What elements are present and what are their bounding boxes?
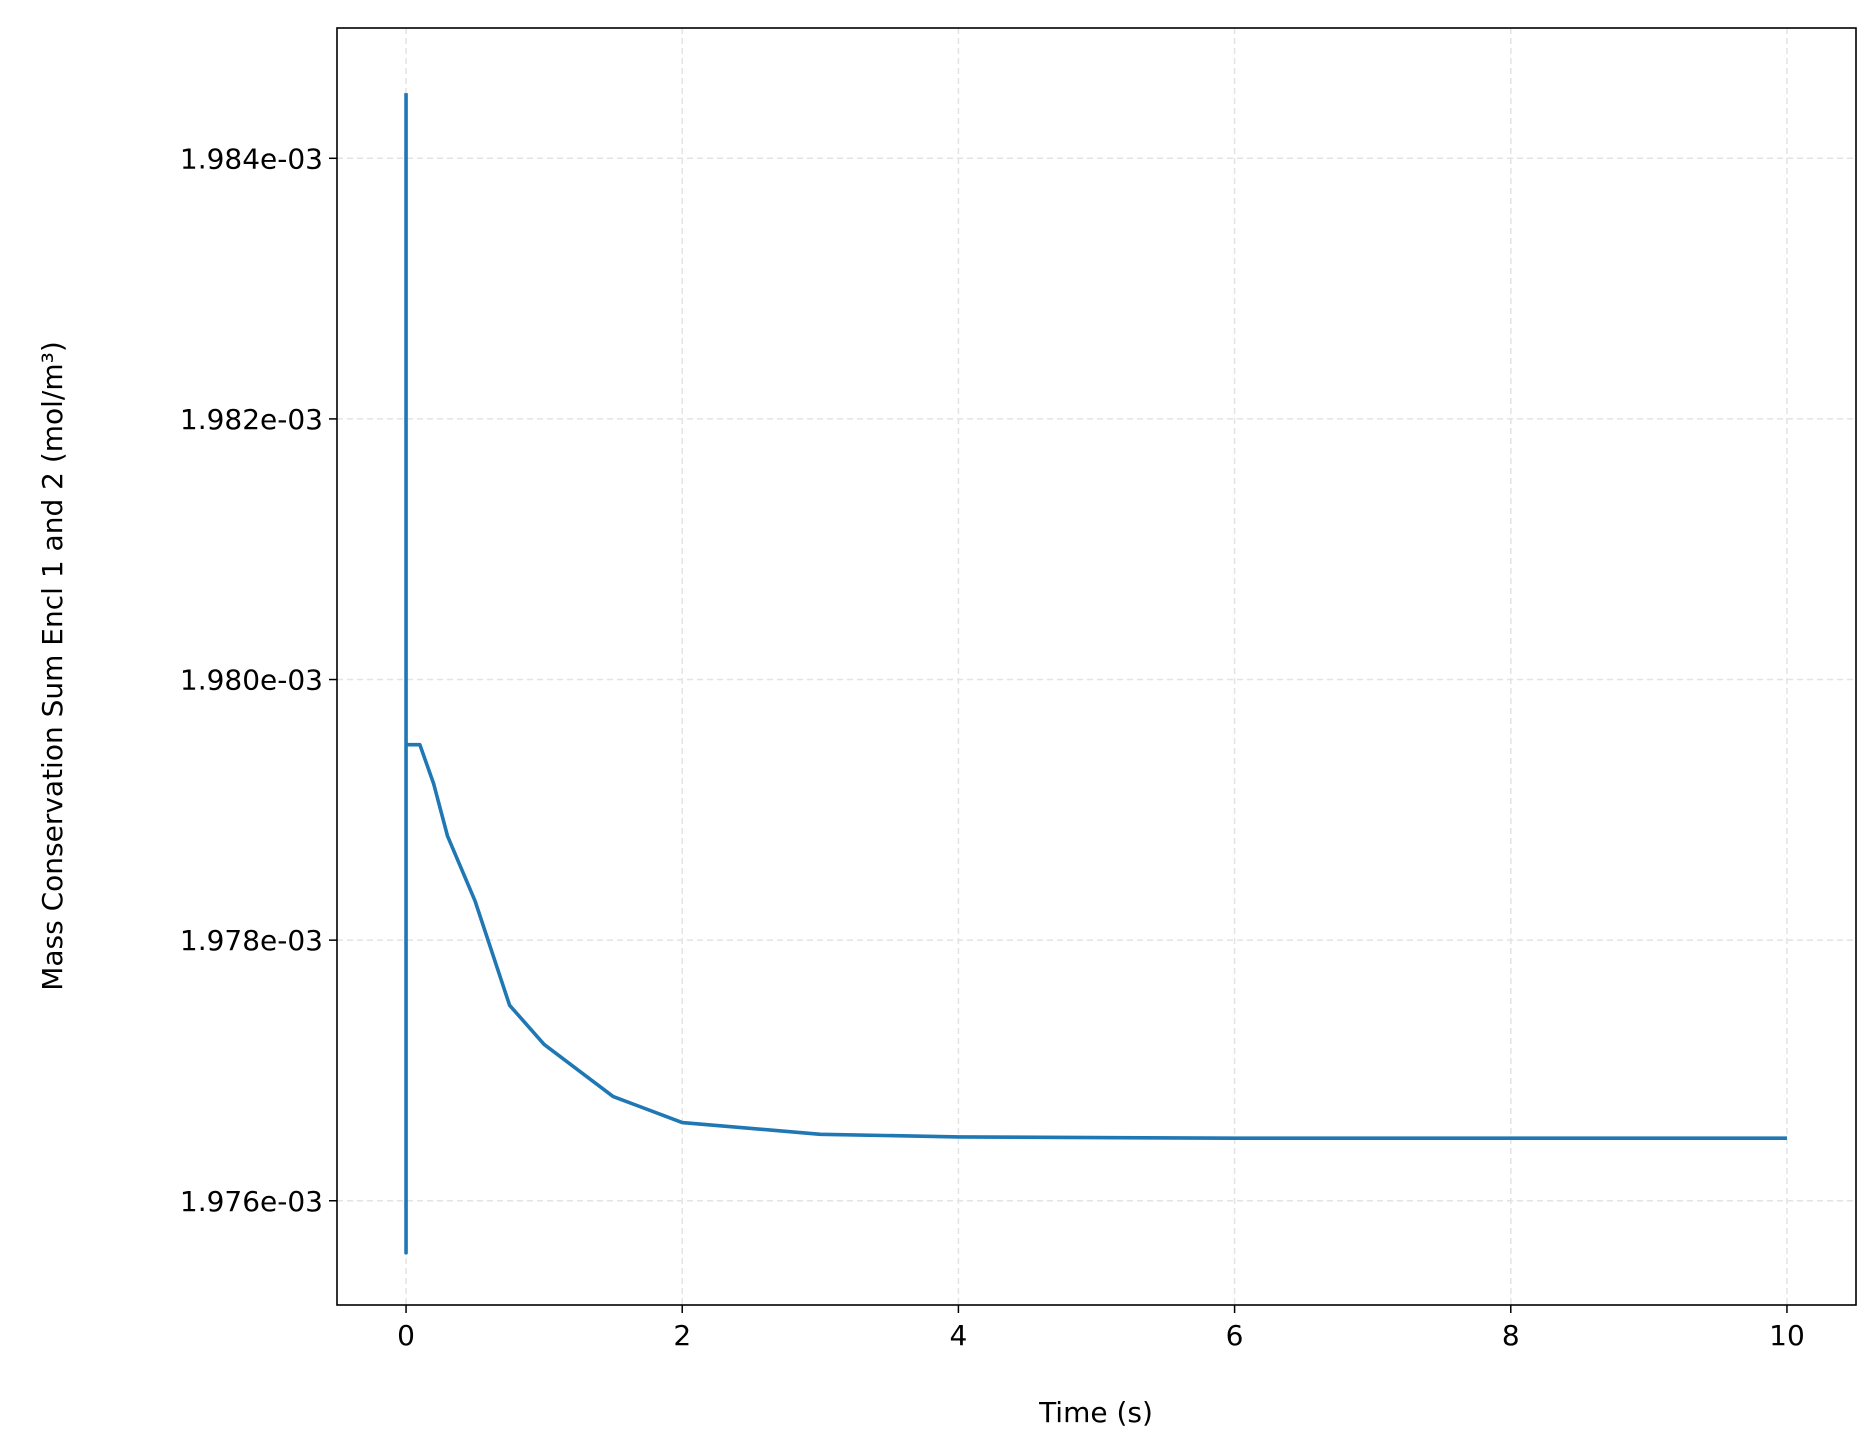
x-axis-label: Time (s)	[1038, 1396, 1153, 1429]
data-line	[404, 93, 1787, 1255]
plot-frame	[336, 27, 1857, 1306]
y-tick-label: 1.976e-03	[180, 1185, 323, 1218]
x-tick-label: 0	[397, 1319, 415, 1352]
y-tick-label: 1.982e-03	[180, 403, 323, 436]
y-tick-label: 1.984e-03	[180, 142, 323, 175]
x-tick-label: 4	[949, 1319, 967, 1352]
y-tick-label: 1.978e-03	[180, 924, 323, 957]
x-tick-label: 10	[1769, 1319, 1805, 1352]
x-tick-label: 2	[673, 1319, 691, 1352]
y-tick-label: 1.980e-03	[180, 664, 323, 697]
x-tick-label: 8	[1502, 1319, 1520, 1352]
y-axis-label: Mass Conservation Sum Encl 1 and 2 (mol/…	[36, 341, 69, 991]
x-tick-label: 6	[1226, 1319, 1244, 1352]
